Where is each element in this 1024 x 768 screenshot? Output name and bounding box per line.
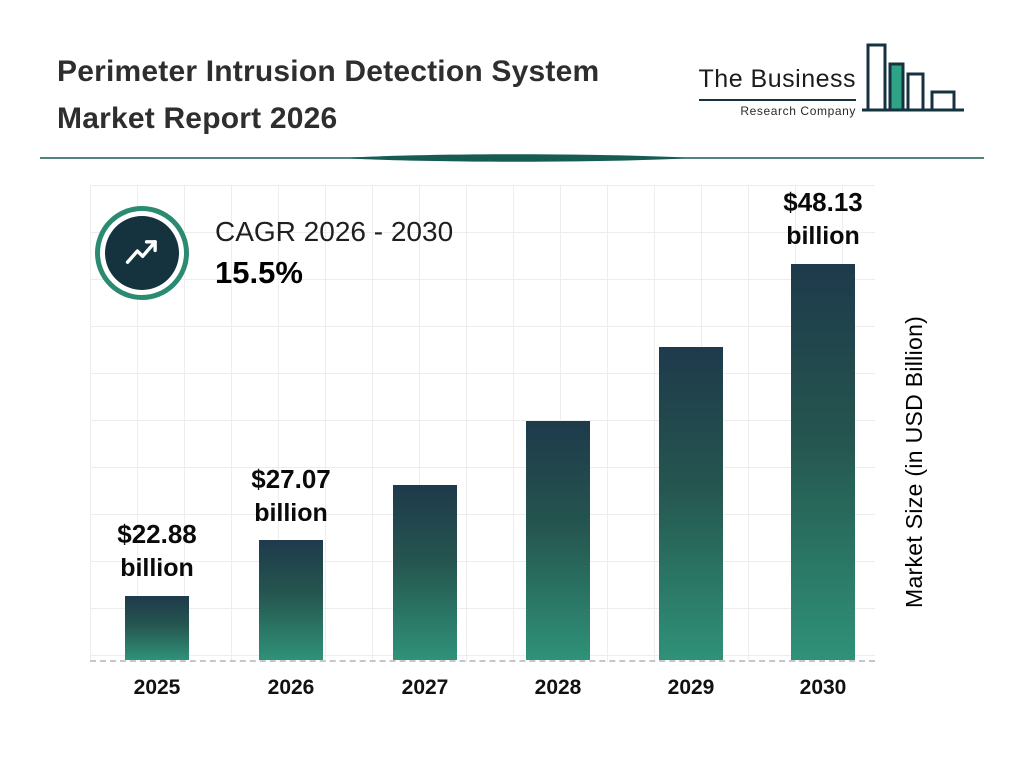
- y-axis-label: Market Size (in USD Billion): [901, 315, 927, 609]
- x-tick-label-2027: 2027: [401, 676, 449, 699]
- divider-line: [40, 154, 984, 162]
- bar-value-amount: $27.07: [251, 463, 331, 494]
- page-title-line2: Market Report 2026: [57, 102, 338, 135]
- bar-group-2030: $48.13 billion 2030: [753, 185, 893, 699]
- x-tick-label-2026: 2026: [267, 676, 315, 699]
- page-title-line1: Perimeter Intrusion Detection System: [57, 55, 600, 88]
- x-tick-label-2025: 2025: [133, 676, 181, 699]
- bar-2027: [393, 484, 457, 660]
- bar-value-amount: $22.88: [117, 518, 197, 549]
- cagr-label: CAGR 2026 - 2030: [215, 215, 454, 247]
- bar-group-2028: 2028: [488, 185, 628, 699]
- bar-value-label: $27.07 billion: [251, 462, 331, 531]
- bar-group-2027: 2027: [355, 185, 495, 699]
- bar-value-unit: billion: [254, 498, 328, 527]
- company-tagline: Research Company: [740, 104, 856, 118]
- x-tick-label-2029: 2029: [667, 676, 715, 699]
- bar-2028: [526, 420, 590, 660]
- company-logo: The Business Research Company: [698, 40, 966, 118]
- cagr-badge: CAGR 2026 - 2030 15.5%: [95, 206, 453, 300]
- bar-value-label: $22.88 billion: [117, 517, 197, 586]
- bar-2029: [659, 347, 723, 660]
- bar-2025: [125, 595, 189, 660]
- x-tick-label-2028: 2028: [534, 676, 582, 699]
- bar-group-2026: $27.07 billion 2026: [221, 185, 361, 699]
- bar-group-2029: 2029: [621, 185, 761, 699]
- company-logo-text: The Business Research Company: [698, 65, 856, 118]
- cagr-value: 15.5%: [215, 254, 303, 290]
- page-title: Perimeter Intrusion Detection System Mar…: [57, 48, 599, 142]
- company-name: The Business: [698, 65, 856, 101]
- bar-value-label: $48.13 billion: [783, 185, 863, 254]
- bar-group-2025: $22.88 billion 2025: [87, 185, 227, 699]
- bar-value-amount: $48.13: [783, 187, 863, 217]
- bar-2026: [259, 540, 323, 660]
- x-tick-label-2030: 2030: [799, 676, 847, 699]
- bar-chart-plot-area: $22.88 billion 2025 $27.07 billion 2026 …: [87, 185, 875, 699]
- cagr-text: CAGR 2026 - 2030 15.5%: [215, 216, 453, 291]
- cagr-icon-ring: [95, 206, 189, 300]
- bar-value-unit: billion: [120, 553, 194, 582]
- logo-bar-chart-icon: [862, 43, 964, 112]
- bar-2030: [791, 263, 855, 660]
- bar-value-unit: billion: [786, 222, 860, 251]
- trending-up-icon: [105, 216, 179, 290]
